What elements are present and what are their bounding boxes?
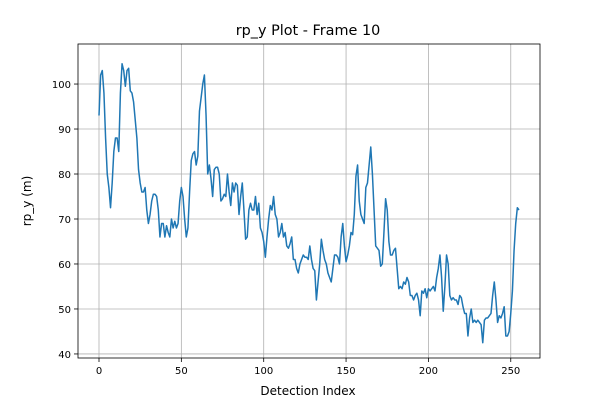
x-tick-label: 150 xyxy=(337,366,356,377)
x-tick-label: 250 xyxy=(501,366,520,377)
y-axis-label: rp_y (m) xyxy=(20,176,34,227)
y-tick-label: 90 xyxy=(58,125,71,136)
x-tick-label: 0 xyxy=(96,366,102,377)
y-tick-label: 70 xyxy=(58,215,71,226)
x-axis-label: Detection Index xyxy=(260,384,355,398)
y-tick-label: 80 xyxy=(58,170,71,181)
plot-frame xyxy=(77,43,541,359)
y-tick-label: 40 xyxy=(58,350,71,361)
chart-title: rp_y Plot - Frame 10 xyxy=(236,23,381,39)
x-tick-label: 50 xyxy=(175,366,188,377)
x-tick-label: 200 xyxy=(419,366,438,377)
y-tick-label: 50 xyxy=(58,305,71,316)
x-tick-label: 100 xyxy=(254,366,273,377)
y-tick-label: 60 xyxy=(58,260,71,271)
data-line xyxy=(98,63,520,344)
y-tick-label: 100 xyxy=(52,80,71,91)
